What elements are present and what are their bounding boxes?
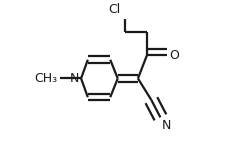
- Text: O: O: [169, 49, 179, 62]
- Text: Cl: Cl: [109, 3, 121, 16]
- Text: N: N: [162, 119, 171, 132]
- Text: N: N: [70, 72, 79, 85]
- Text: CH₃: CH₃: [35, 72, 58, 85]
